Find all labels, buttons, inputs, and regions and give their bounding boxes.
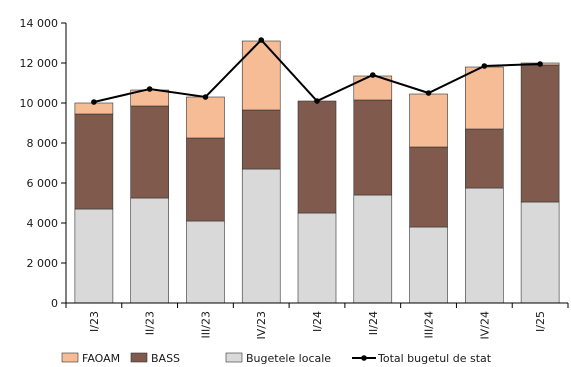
y-tick-label: 2 000 [27,257,59,270]
y-tick-label: 0 [51,297,58,310]
bars [74,40,560,304]
legend-label: Bugetele locale [246,352,331,365]
total-point [146,86,153,92]
y-tick-label: 10 000 [20,97,59,110]
x-tick-label: IV/23 [255,311,268,339]
total-point [369,72,376,78]
bar-segment-bugetele-locale [465,187,504,304]
bar-segment-bugetele-locale [297,212,337,304]
bar-segment-bugetele-locale [520,201,560,304]
legend-swatch [61,352,79,363]
bar-segment-bugetele-locale [130,197,169,304]
bar-segment-faoam [409,93,448,148]
bar-segment-faoam [241,40,281,111]
x-tick-label: I/23 [88,311,101,332]
total-point [258,37,265,43]
y-tick-label: 14 000 [20,17,59,30]
x-tick-label: II/23 [144,311,157,335]
total-point [537,61,543,67]
legend-swatch [130,352,148,363]
bar-segment-bass [186,137,225,222]
bar-segment-bugetele-locale [241,168,281,304]
bar-segment-bass [241,109,281,170]
x-tick-label: IV/24 [478,311,491,339]
bar-segment-faoam [465,66,504,130]
x-tick-label: I/25 [534,311,547,332]
legend-point-swatch [361,355,367,361]
legend-swatch [225,352,243,363]
bar-segment-bugetele-locale [186,220,225,304]
y-tick-label: 4 000 [27,217,59,230]
bar-segment-faoam [186,96,225,139]
x-tick-label: I/24 [311,311,324,332]
bar-segment-bass [465,128,504,189]
x-tick-label: II/24 [367,311,380,335]
bar-segment-bass [74,113,114,210]
x-tick-label: III/24 [423,311,436,338]
total-point [202,94,209,100]
total-point [425,90,432,96]
legend-label: FAOAM [82,352,120,365]
total-point [91,99,97,105]
legend-label: BASS [151,352,180,365]
x-tick-label: III/23 [199,311,212,338]
bar-segment-bass [130,105,169,199]
bar-segment-bass [520,64,560,203]
legend-label: Total bugetul de stat [377,352,492,365]
bar-segment-bugetele-locale [353,194,393,304]
bar-segment-bass [297,100,337,214]
y-tick-label: 12 000 [20,57,59,70]
y-tick-label: 6 000 [27,177,59,190]
y-tick-label: 8 000 [27,137,59,150]
bar-segment-bass [409,146,448,228]
bar-segment-bugetele-locale [74,208,114,304]
total-point [314,98,320,104]
bar-segment-bugetele-locale [409,226,448,304]
bar-segment-bass [353,99,393,196]
legend: FAOAM BASS Bugetele locale Total bugetul de… [61,352,492,365]
total-point [481,63,488,69]
